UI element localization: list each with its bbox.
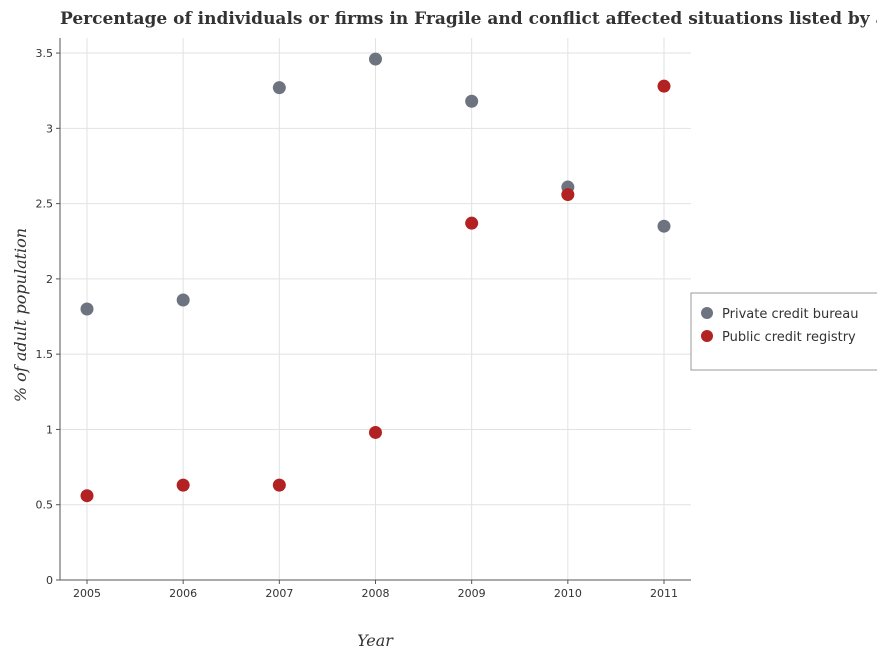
legend-marker <box>701 307 713 319</box>
y-tick-label: 3.5 <box>36 47 54 60</box>
point-public-credit-registry <box>176 478 190 492</box>
x-tick-label: 2006 <box>169 587 197 600</box>
point-public-credit-registry <box>561 188 575 202</box>
legend-label: Public credit registry <box>722 330 856 345</box>
y-tick-label: 1 <box>46 423 53 436</box>
y-tick-label: 2.5 <box>36 198 54 211</box>
y-tick-label: 0.5 <box>36 499 54 512</box>
chart-title: Percentage of individuals or firms in Fr… <box>60 9 877 29</box>
x-tick-label: 2008 <box>362 587 390 600</box>
point-private-credit-bureau <box>465 94 479 108</box>
y-axis-ticks: 0 0.5 1 1.5 2 2.5 3 3.5 <box>36 47 60 587</box>
point-private-credit-bureau <box>657 219 671 233</box>
y-tick-label: 1.5 <box>36 348 54 361</box>
grid <box>60 38 691 581</box>
point-public-credit-registry <box>657 79 671 93</box>
point-private-credit-bureau <box>80 302 94 316</box>
point-private-credit-bureau <box>176 293 190 307</box>
x-tick-label: 2009 <box>458 587 486 600</box>
point-public-credit-registry <box>369 425 382 439</box>
legend: Private credit bureau Public credit regis… <box>690 292 877 371</box>
x-tick-label: 2007 <box>265 587 293 600</box>
x-axis-label: Year <box>357 631 394 650</box>
point-private-credit-bureau <box>272 81 286 95</box>
point-public-credit-registry <box>272 478 286 492</box>
legend-label: Private credit bureau <box>722 307 859 322</box>
x-tick-label: 2005 <box>73 587 101 600</box>
legend-marker <box>701 330 713 342</box>
x-axis-ticks: 2005 2006 2007 2008 2009 2010 2011 <box>73 580 678 600</box>
y-tick-label: 3 <box>46 122 53 135</box>
y-tick-label: 2 <box>46 273 53 286</box>
y-axis-label: % of adult population <box>11 228 30 402</box>
point-private-credit-bureau <box>369 52 382 66</box>
y-tick-label: 0 <box>46 574 53 587</box>
x-tick-label: 2010 <box>554 587 582 600</box>
x-tick-label: 2011 <box>650 587 678 600</box>
point-public-credit-registry <box>80 489 94 503</box>
data-points <box>80 52 671 503</box>
legend-box <box>690 292 877 371</box>
point-public-credit-registry <box>465 216 479 230</box>
